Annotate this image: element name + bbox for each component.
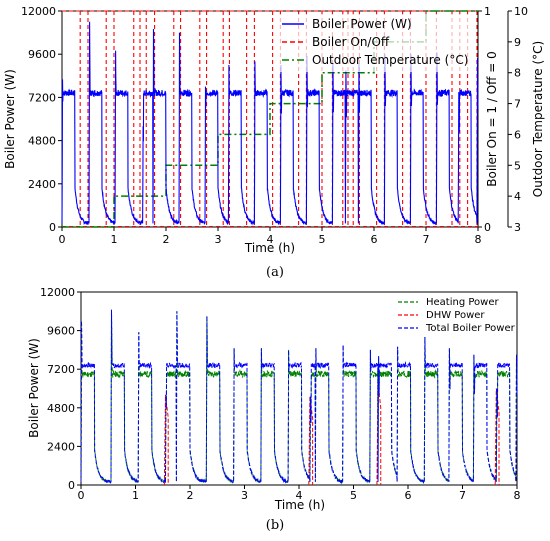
y-tick-label-b: 9600 bbox=[47, 325, 75, 338]
y-tick-label-b: 0 bbox=[68, 479, 75, 492]
y-ticks-b: 0 2400 4800 7200 9600 12000 bbox=[40, 286, 81, 492]
x-tick-label-a: 0 bbox=[59, 233, 66, 246]
power-series-a bbox=[61, 21, 479, 226]
right-inner-ticks-a: 01 bbox=[478, 5, 491, 234]
right-outer-tick-label-a: 9 bbox=[514, 36, 521, 49]
y-axis-label-a: Boiler Power (W) bbox=[3, 69, 17, 169]
chart-panel-b: 0 1 2 3 4 5 6 7 8 0 2400 4800 7200 9600 12000 Time (h… bbox=[27, 286, 521, 533]
x-tick-label-b: 0 bbox=[78, 489, 85, 502]
total-power-line bbox=[80, 309, 518, 485]
right-outer-ticks-a: 3 4 5 6 7 8 9 10 bbox=[508, 5, 528, 234]
y-axis-label-b: Boiler Power (W) bbox=[27, 338, 41, 438]
y-tick-label-a: 12000 bbox=[21, 5, 56, 18]
right-outer-tick-label-a: 6 bbox=[514, 128, 521, 141]
caption-a: (a) bbox=[266, 265, 284, 280]
right-outer-tick-label-a: 10 bbox=[514, 5, 528, 18]
boiler-power-line bbox=[61, 21, 479, 226]
legend-box-a bbox=[276, 14, 476, 72]
x-axis-label-a: Time (h) bbox=[244, 241, 295, 255]
y-tick-label-a: 2400 bbox=[28, 178, 56, 191]
x-tick-label-a: 2 bbox=[163, 233, 170, 246]
x-tick-label-a: 1 bbox=[111, 233, 118, 246]
x-tick-label-b: 2 bbox=[187, 489, 194, 502]
x-tick-label-a: 8 bbox=[475, 233, 482, 246]
caption-b: (b) bbox=[266, 518, 284, 533]
legend-label-onoff-a: Boiler On/Off bbox=[312, 35, 390, 49]
x-tick-label-b: 7 bbox=[459, 489, 466, 502]
right-inner-tick-label-a: 1 bbox=[484, 5, 491, 18]
legend-a: Boiler Power (W) Boiler On/Off Outdoor T… bbox=[276, 14, 476, 72]
legend-label-power-a: Boiler Power (W) bbox=[312, 17, 412, 31]
y-tick-label-b: 2400 bbox=[47, 440, 75, 453]
heating-series-b bbox=[80, 309, 518, 485]
y-tick-label-a: 9600 bbox=[28, 48, 56, 61]
right-outer-tick-label-a: 8 bbox=[514, 67, 521, 80]
dhw-pulse bbox=[163, 394, 169, 486]
right-outer-tick-label-a: 7 bbox=[514, 98, 521, 111]
right-outer-tick-label-a: 3 bbox=[514, 221, 521, 234]
y-tick-label-a: 4800 bbox=[28, 135, 56, 148]
x-ticks-b: 0 1 2 3 4 5 6 7 8 bbox=[78, 485, 521, 502]
total-series-b bbox=[80, 309, 518, 485]
x-tick-label-a: 4 bbox=[267, 233, 274, 246]
x-tick-label-a: 6 bbox=[371, 233, 378, 246]
right-outer-tick-label-a: 5 bbox=[514, 159, 521, 172]
y-tick-label-b: 4800 bbox=[47, 402, 75, 415]
heating-power-line bbox=[80, 309, 518, 485]
x-tick-label-a: 3 bbox=[215, 233, 222, 246]
right-inner-axis-label-a: Boiler On = 1 / Off = 0 bbox=[485, 51, 499, 186]
temperature-line bbox=[62, 10, 478, 228]
right-outer-tick-label-a: 4 bbox=[514, 190, 521, 203]
x-tick-label-b: 6 bbox=[405, 489, 412, 502]
legend-b: Heating Power DHW Power Total Boiler Pow… bbox=[398, 297, 516, 334]
x-tick-label-a: 7 bbox=[423, 233, 430, 246]
right-inner-tick-label-a: 0 bbox=[484, 221, 491, 234]
y-tick-label-b: 12000 bbox=[40, 286, 75, 299]
legend-label-temp-a: Outdoor Temperature (°C) bbox=[312, 53, 468, 67]
legend-label-heating-b: Heating Power bbox=[426, 297, 499, 308]
legend-label-dhw-b: DHW Power bbox=[426, 310, 485, 321]
right-outer-axis-label-a: Outdoor Temperature (°C) bbox=[531, 41, 545, 197]
y-tick-label-a: 0 bbox=[49, 221, 56, 234]
y-ticks-a: 0 2400 4800 7200 9600 12000 bbox=[21, 5, 62, 234]
x-tick-label-b: 5 bbox=[350, 489, 357, 502]
x-tick-label-a: 5 bbox=[319, 233, 326, 246]
x-tick-label-b: 8 bbox=[514, 489, 521, 502]
y-tick-label-b: 7200 bbox=[47, 363, 75, 376]
x-tick-label-b: 3 bbox=[241, 489, 248, 502]
x-tick-label-b: 4 bbox=[296, 489, 303, 502]
x-ticks-a: 0 1 2 3 4 5 6 7 8 bbox=[59, 227, 482, 246]
y-tick-label-a: 7200 bbox=[28, 91, 56, 104]
x-tick-label-b: 1 bbox=[132, 489, 139, 502]
temperature-series-a bbox=[62, 10, 478, 228]
legend-label-total-b: Total Boiler Power bbox=[425, 323, 516, 334]
x-axis-label-b: Time (h) bbox=[274, 498, 325, 512]
